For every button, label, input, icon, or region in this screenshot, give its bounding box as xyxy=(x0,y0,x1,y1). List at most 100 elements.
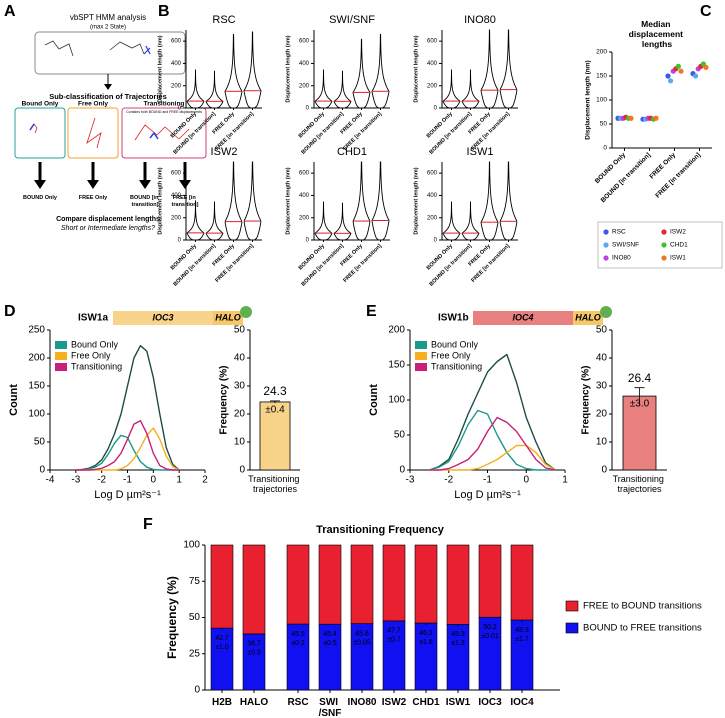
panel-label: E xyxy=(366,303,377,320)
box-label: Free Only xyxy=(78,101,108,108)
value-label: 45.8 xyxy=(355,630,369,637)
legend-swatch xyxy=(55,352,67,360)
violin xyxy=(480,161,499,241)
y-tick-label: 0 xyxy=(434,238,438,244)
data-point xyxy=(703,64,709,70)
y-axis-label: Frequency (%) xyxy=(165,576,179,659)
output-label: BOUND [in transition] xyxy=(130,195,160,208)
output-label: BOUND Only xyxy=(23,195,58,201)
panel-label: B xyxy=(158,3,170,20)
y-tick-label: 600 xyxy=(427,171,438,177)
y-tick-label: 40 xyxy=(596,353,608,364)
y-tick-label: 600 xyxy=(427,39,438,45)
violin xyxy=(314,201,333,241)
violin xyxy=(205,70,224,109)
data-point xyxy=(628,115,634,121)
panel-label: A xyxy=(4,3,16,20)
y-axis-label: Displacement length (nm) xyxy=(157,35,163,102)
x-tick-label: ISW2 xyxy=(382,697,407,708)
panel-label: F xyxy=(143,516,153,533)
x-tick-label: Transitioning trajectories xyxy=(613,474,667,494)
decoration xyxy=(67,107,119,159)
legend-swatch xyxy=(603,229,609,235)
value-label: 46.2 xyxy=(419,630,433,637)
x-tick-label: FREE [in transition] xyxy=(214,243,255,284)
chart-title: ISW1 xyxy=(467,146,494,158)
decoration xyxy=(29,117,190,149)
legend-label: CHD1 xyxy=(670,242,688,249)
error-label: ±1.0 xyxy=(215,644,229,651)
line-series xyxy=(429,409,556,471)
data-point xyxy=(693,73,699,79)
panel-label: D xyxy=(4,303,16,320)
error-label: ±1.3 xyxy=(451,640,465,647)
bar-segment xyxy=(350,544,374,624)
value-label: 47.7 xyxy=(387,628,401,635)
legend-swatch xyxy=(565,622,579,634)
legend-swatch xyxy=(661,255,667,261)
value-label: 45.5 xyxy=(291,631,305,638)
y-tick-label: 40 xyxy=(234,353,246,364)
x-tick-label: FREE [in transition] xyxy=(654,152,702,200)
decoration xyxy=(34,180,46,189)
chart-title: INO80 xyxy=(464,14,496,26)
legend-swatch xyxy=(661,242,667,248)
y-tick-label: 600 xyxy=(171,171,182,177)
violin xyxy=(224,34,243,109)
x-tick-label: 2 xyxy=(202,475,208,486)
legend-label: BOUND to FREE transitions xyxy=(583,623,702,634)
error-bar xyxy=(270,400,280,404)
violin xyxy=(243,31,262,109)
value-label: 50.2 xyxy=(483,624,497,631)
y-tick-label: 0 xyxy=(306,106,310,112)
gene-box xyxy=(473,311,573,325)
y-axis-label: Displacement length (nm) xyxy=(585,60,592,139)
x-tick-label: Transitioning trajectories xyxy=(248,474,302,494)
violin xyxy=(352,38,371,109)
x-tick-label: 0 xyxy=(151,475,157,486)
legend-label: ISW2 xyxy=(670,229,686,236)
data-point xyxy=(665,73,671,79)
y-axis-label: Displacement length (nm) xyxy=(413,35,419,102)
x-tick-label: -1 xyxy=(123,475,132,486)
legend-label: Transitioning xyxy=(431,361,482,371)
y-tick-label: 150 xyxy=(388,360,405,371)
x-tick-label: -3 xyxy=(406,475,415,486)
y-tick-label: 25 xyxy=(189,648,201,659)
violin xyxy=(243,161,262,241)
error-label: ±1.6 xyxy=(419,639,433,646)
gene-label: IOC3 xyxy=(152,312,173,322)
y-tick-label: 200 xyxy=(427,215,438,221)
error-label: ±0.7 xyxy=(387,637,401,644)
diagram-note: Short or Intermediate lengths? xyxy=(61,225,155,232)
diagram-step: Sub-classification of Trajectories xyxy=(49,92,167,101)
error-label: ±0.2 xyxy=(291,640,305,647)
violin xyxy=(333,202,352,241)
legend-swatch xyxy=(603,255,609,261)
x-tick-label: ISW1 xyxy=(446,697,471,708)
x-tick-label: 1 xyxy=(562,475,568,486)
decoration xyxy=(179,180,191,189)
bar-segment xyxy=(382,544,406,622)
chart-title: RSC xyxy=(212,14,235,26)
error-label: ±0.5 xyxy=(247,650,261,657)
y-tick-label: 0 xyxy=(194,685,200,696)
x-tick-label: FREE [in transition] xyxy=(342,243,383,284)
y-tick-label: 400 xyxy=(299,193,310,199)
data-point xyxy=(678,68,684,74)
x-tick-label: INO80 xyxy=(348,697,377,708)
y-tick-label: 0 xyxy=(178,238,182,244)
legend-label: Free Only xyxy=(71,350,111,360)
y-tick-label: 200 xyxy=(596,49,607,56)
y-tick-label: 0 xyxy=(601,465,607,476)
violin xyxy=(442,69,461,109)
decoration xyxy=(29,123,159,140)
line-series xyxy=(429,416,556,471)
y-tick-label: 0 xyxy=(434,106,438,112)
legend-label: Transitioning xyxy=(71,361,122,371)
chart-title: Transitioning Frequency xyxy=(316,524,445,536)
y-tick-label: 600 xyxy=(299,39,310,45)
y-axis-label: Displacement length (nm) xyxy=(285,167,291,234)
violin xyxy=(352,161,371,241)
